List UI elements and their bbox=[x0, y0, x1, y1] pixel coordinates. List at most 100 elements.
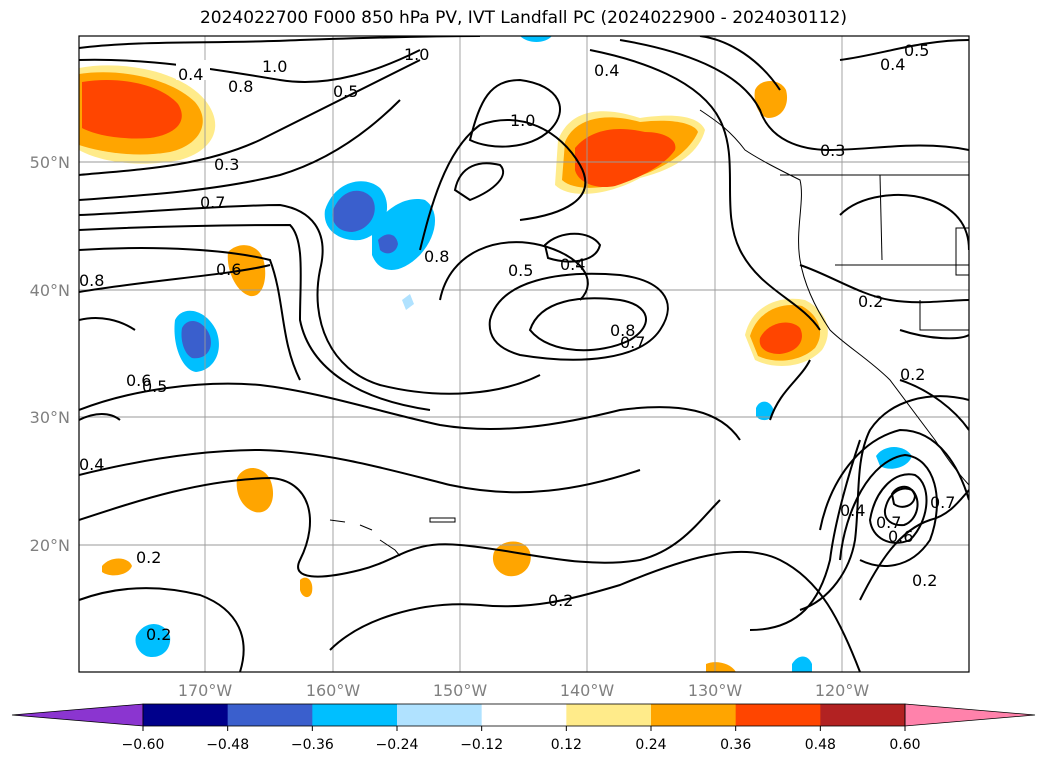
shading-blob bbox=[706, 662, 736, 672]
colorbar-tick-label: −0.48 bbox=[206, 737, 249, 753]
contour-label: 0.5 bbox=[333, 82, 358, 101]
contour-line bbox=[79, 59, 421, 176]
lon-label: 140°W bbox=[560, 681, 615, 700]
contour-label: 0.6 bbox=[126, 371, 151, 390]
contour-line bbox=[79, 317, 136, 331]
contour-line bbox=[890, 485, 917, 508]
coastline bbox=[699, 109, 969, 486]
contour-line bbox=[899, 329, 969, 340]
lon-label: 150°W bbox=[433, 681, 488, 700]
coastlines bbox=[329, 109, 969, 557]
contour-label: 0.4 bbox=[880, 55, 905, 74]
colorbar-segment bbox=[143, 704, 229, 726]
contour-line bbox=[799, 395, 969, 611]
contour-label: 0.7 bbox=[930, 493, 955, 512]
contour-label: 0.8 bbox=[79, 271, 104, 290]
contour-label: 0.8 bbox=[228, 77, 253, 96]
contour-line bbox=[799, 264, 969, 304]
contour-line bbox=[79, 247, 301, 381]
contour-line bbox=[79, 448, 641, 494]
contour-label: 0.2 bbox=[912, 571, 937, 590]
contour-label: 0.7 bbox=[876, 513, 901, 532]
shading-blob bbox=[402, 294, 414, 310]
contour-line bbox=[839, 39, 969, 61]
contour-label: 0.5 bbox=[904, 41, 929, 60]
shading-blob bbox=[82, 80, 182, 139]
contour-label: 0.4 bbox=[594, 61, 619, 80]
contour-label: 0.7 bbox=[200, 193, 225, 212]
contour-label: 0.3 bbox=[820, 141, 845, 160]
contour-line bbox=[899, 379, 969, 431]
contour-label: 1.0 bbox=[404, 45, 429, 64]
colorbar-tick-label: 0.12 bbox=[551, 737, 582, 753]
colorbar-extend-min bbox=[11, 703, 144, 727]
lon-label: 170°W bbox=[178, 681, 233, 700]
contour-line bbox=[868, 473, 928, 544]
colorbar-extend-max bbox=[904, 703, 1036, 727]
colorbar-segment bbox=[481, 704, 567, 726]
contour-line bbox=[453, 162, 505, 202]
latitude-labels: 50°N 40°N 30°N 20°N bbox=[30, 153, 70, 555]
colorbar-segment bbox=[820, 704, 906, 726]
contour-label: 0.4 bbox=[79, 455, 104, 474]
shading-blob bbox=[754, 81, 788, 118]
contour-label: 0.2 bbox=[136, 548, 161, 567]
contour-line bbox=[79, 49, 421, 83]
shading-blob bbox=[300, 577, 313, 598]
colorbar-tick-label: −0.36 bbox=[291, 737, 334, 753]
coastline bbox=[955, 227, 969, 276]
coastline bbox=[879, 174, 883, 261]
colorbar-tick-label: 0.48 bbox=[805, 737, 836, 753]
colorbar-tick-label: 0.36 bbox=[720, 737, 751, 753]
contour-label: 0.2 bbox=[858, 292, 883, 311]
contour-line bbox=[79, 413, 121, 421]
shading-blob bbox=[520, 36, 552, 42]
contour-label: 0.6 bbox=[888, 527, 913, 546]
map-title: 2024022700 F000 850 hPa PV, IVT Landfall… bbox=[199, 8, 847, 28]
pv-contours bbox=[79, 36, 969, 672]
shading-blob bbox=[378, 234, 398, 254]
colorbar-tick-label: −0.24 bbox=[376, 737, 419, 753]
contour-label: 0.8 bbox=[424, 247, 449, 266]
contour-labels: 1.0 0.4 0.8 0.5 0.3 0.7 0.6 0.8 0.6 0.5 … bbox=[79, 41, 955, 644]
colorbar-segment bbox=[735, 704, 821, 726]
contour-label: 1.0 bbox=[262, 57, 287, 76]
contour-line bbox=[769, 359, 811, 421]
colorbar-tick-label: 0.60 bbox=[889, 737, 920, 753]
contour-line bbox=[528, 297, 647, 352]
colorbar-segment bbox=[651, 704, 737, 726]
contour-label: 0.5 bbox=[142, 377, 167, 396]
contour-line bbox=[883, 487, 919, 527]
colorbar-segment bbox=[566, 704, 652, 726]
contour-line bbox=[79, 203, 541, 395]
contour-line bbox=[79, 587, 245, 672]
contour-line bbox=[79, 264, 271, 293]
coastline bbox=[919, 300, 969, 331]
contour-label: 0.4 bbox=[840, 501, 865, 520]
contour-line bbox=[468, 78, 561, 148]
contour-line bbox=[543, 232, 602, 263]
contour-label: 0.3 bbox=[214, 155, 239, 174]
colorbar-tick-label: −0.12 bbox=[460, 737, 503, 753]
contour-label: 0.5 bbox=[508, 261, 533, 280]
contour-label: 0.4 bbox=[560, 255, 585, 274]
lon-label: 130°W bbox=[688, 681, 743, 700]
map-frame bbox=[78, 35, 970, 673]
contour-line bbox=[488, 272, 669, 361]
contour-line bbox=[859, 489, 969, 601]
graticule bbox=[79, 36, 969, 672]
shading-blob bbox=[756, 401, 774, 421]
contour-line bbox=[79, 476, 721, 578]
lat-label: 40°N bbox=[30, 281, 70, 300]
shading-blob bbox=[575, 128, 676, 188]
contour-label: 0.6 bbox=[216, 260, 241, 279]
contour-label: 1.0 bbox=[510, 111, 535, 130]
colorbar-tick-label: −0.60 bbox=[122, 737, 165, 753]
shading-blob bbox=[135, 624, 171, 658]
colorbar-segment bbox=[227, 704, 313, 726]
coastline bbox=[329, 519, 401, 557]
lat-label: 20°N bbox=[30, 536, 70, 555]
lon-label: 160°W bbox=[306, 681, 361, 700]
coastline bbox=[429, 517, 456, 523]
